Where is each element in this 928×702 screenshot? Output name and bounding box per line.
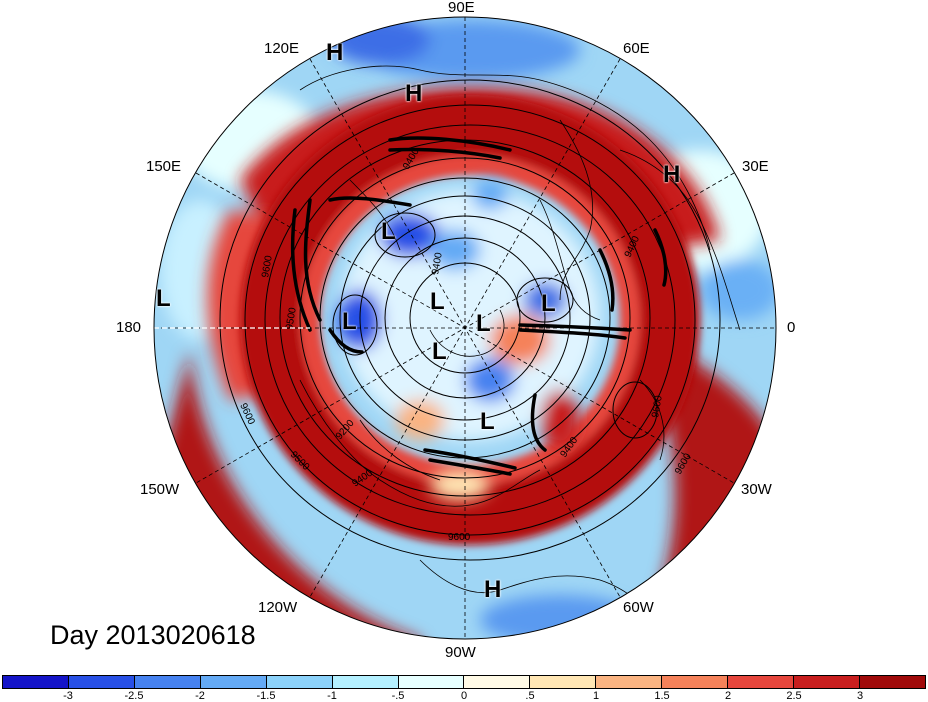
lon-label-150w: 150W: [140, 481, 180, 498]
colorbar-swatch: [530, 676, 597, 688]
colorbar-swatch: [464, 676, 531, 688]
colorbar-swatch: [859, 676, 925, 688]
colorbar-tick-label: 0: [460, 690, 468, 702]
colorbar-tick-label: 2.5: [786, 690, 802, 702]
colorbar-swatch: [662, 676, 729, 688]
low-pressure-marker: L: [156, 285, 171, 312]
colorbar-swatch: [134, 676, 201, 688]
colorbar-tick-label: -.5: [391, 690, 405, 702]
colorbar-tick-label: 1.5: [654, 690, 670, 702]
lon-label-90w: 90W: [445, 644, 476, 661]
jet-contours: [290, 136, 668, 476]
lon-label-120w: 120W: [258, 599, 298, 616]
colorbar-tick-label: -3: [63, 690, 73, 702]
lon-label-120e: 120E: [264, 40, 300, 57]
high-pressure-marker: H: [484, 576, 502, 603]
lon-label-60e: 60E: [623, 40, 650, 57]
low-pressure-marker: L: [541, 290, 556, 317]
lon-label-0: 0: [787, 319, 796, 336]
contour-label: 9400: [430, 251, 445, 275]
colorbar-tick-label: -1: [327, 690, 337, 702]
colorbar-tick-label: 1: [592, 690, 600, 702]
map-title: Day 2013020618: [50, 620, 256, 650]
lon-label-60w: 60W: [623, 599, 654, 616]
lon-label-30e: 30E: [742, 158, 769, 175]
contour-label: 9600: [260, 254, 275, 278]
colorbar-tick-label: -1.5: [256, 690, 276, 702]
colorbar-tick-label: -2.5: [124, 690, 144, 702]
lon-label-30w: 30W: [741, 481, 772, 498]
lon-label-150e: 150E: [146, 158, 182, 175]
lon-label-180: 180: [116, 319, 142, 336]
colorbar-swatch: [266, 676, 333, 688]
contour-label: 9600: [448, 532, 471, 543]
low-pressure-marker: L: [480, 408, 495, 435]
low-pressure-marker: L: [430, 288, 445, 315]
contour-label: 9600: [650, 394, 665, 418]
low-pressure-marker: L: [476, 310, 491, 337]
high-pressure-marker: H: [405, 80, 423, 107]
colorbar-swatch: [794, 676, 860, 688]
colorbar-swatch: [596, 676, 663, 688]
colorbar: [2, 675, 926, 689]
high-pressure-marker: H: [663, 161, 681, 188]
colorbar-tick-label: 2: [724, 690, 732, 702]
low-pressure-marker: L: [381, 218, 396, 245]
colorbar-tick-label: .5: [525, 690, 535, 702]
colorbar-swatch: [332, 676, 399, 688]
colorbar-swatch: [3, 676, 69, 688]
meridians: [154, 17, 776, 639]
low-pressure-marker: L: [342, 308, 357, 335]
contour-label: 9500: [284, 306, 299, 330]
map-boundary: [153, 16, 777, 640]
colorbar-tick-label: -2: [195, 690, 205, 702]
colorbar-swatch: [200, 676, 267, 688]
colorbar-tick-label: 3: [856, 690, 864, 702]
colorbar-swatch: [728, 676, 795, 688]
colorbar-swatch: [68, 676, 135, 688]
low-pressure-marker: L: [432, 338, 447, 365]
colorbar-swatch: [398, 676, 465, 688]
lon-label-90e: 90E: [448, 0, 475, 16]
high-pressure-marker: H: [326, 39, 344, 66]
